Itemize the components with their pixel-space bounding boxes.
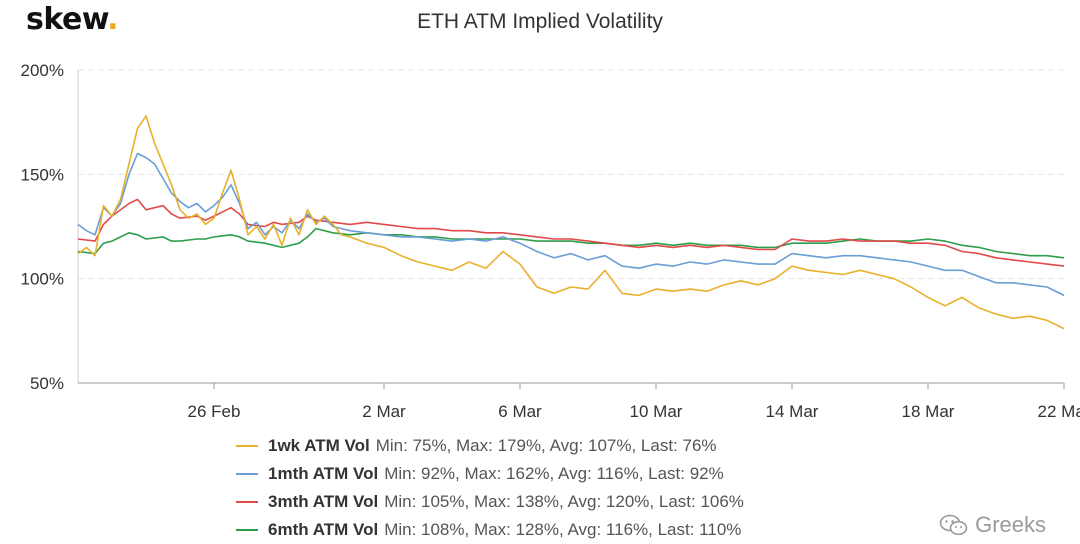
x-tick-label: 18 Mar (902, 402, 955, 421)
series-line-1mth (77, 152, 1065, 297)
skew-logo: skew. (26, 2, 119, 37)
legend-swatch-3mth (236, 501, 258, 503)
y-tick-label: 50% (30, 374, 64, 393)
x-tick-label: 2 Mar (362, 402, 406, 421)
legend-item-6mth[interactable]: 6mth ATM Vol Min: 108%, Max: 128%, Avg: … (236, 516, 744, 544)
x-tick-label: 6 Mar (498, 402, 542, 421)
legend-swatch-1mth (236, 473, 258, 475)
legend-swatch-6mth (236, 529, 258, 531)
x-tick-label: 10 Mar (630, 402, 683, 421)
y-tick-label: 150% (21, 165, 64, 184)
chart-title: ETH ATM Implied Volatility (417, 10, 663, 33)
series-line-3mth (77, 198, 1065, 267)
legend-name-1mth: 1mth ATM Vol (268, 464, 379, 483)
series-layer (77, 115, 1065, 330)
y-tick-label: 200% (21, 61, 64, 80)
legend-stats-1mth: Min: 92%, Max: 162%, Avg: 116%, Last: 92… (384, 464, 724, 483)
x-tick-label: 26 Feb (188, 402, 241, 421)
legend-item-1wk[interactable]: 1wk ATM Vol Min: 75%, Max: 179%, Avg: 10… (236, 432, 744, 460)
legend-stats-6mth: Min: 108%, Max: 128%, Avg: 116%, Last: 1… (384, 520, 742, 539)
legend-swatch-1wk (236, 445, 258, 447)
logo-text: skew (26, 2, 108, 37)
legend-name-1wk: 1wk ATM Vol (268, 436, 370, 455)
legend-item-1mth[interactable]: 1mth ATM Vol Min: 92%, Max: 162%, Avg: 1… (236, 460, 744, 488)
watermark: Greeks (939, 512, 1046, 538)
logo-dot: . (107, 2, 119, 37)
legend-stats-1wk: Min: 75%, Max: 179%, Avg: 107%, Last: 76… (375, 436, 717, 455)
legend-stats-3mth: Min: 105%, Max: 138%, Avg: 120%, Last: 1… (384, 492, 744, 511)
watermark-text: Greeks (975, 512, 1046, 537)
legend-item-3mth[interactable]: 3mth ATM Vol Min: 105%, Max: 138%, Avg: … (236, 488, 744, 516)
legend-name-3mth: 3mth ATM Vol (268, 492, 379, 511)
legend-name-6mth: 6mth ATM Vol (268, 520, 379, 539)
x-tick-label: 22 Mar (1038, 402, 1080, 421)
series-line-1wk (77, 115, 1065, 330)
grid-layer (78, 69, 1064, 280)
legend: 1wk ATM Vol Min: 75%, Max: 179%, Avg: 10… (236, 432, 744, 544)
wechat-icon (939, 514, 968, 536)
axis-layer: 50% 100% 150% 200% 26 Feb 2 Mar 6 Mar 10 Mar 14 … (21, 61, 1080, 421)
y-tick-label: 100% (21, 270, 64, 289)
x-tick-label: 14 Mar (766, 402, 819, 421)
